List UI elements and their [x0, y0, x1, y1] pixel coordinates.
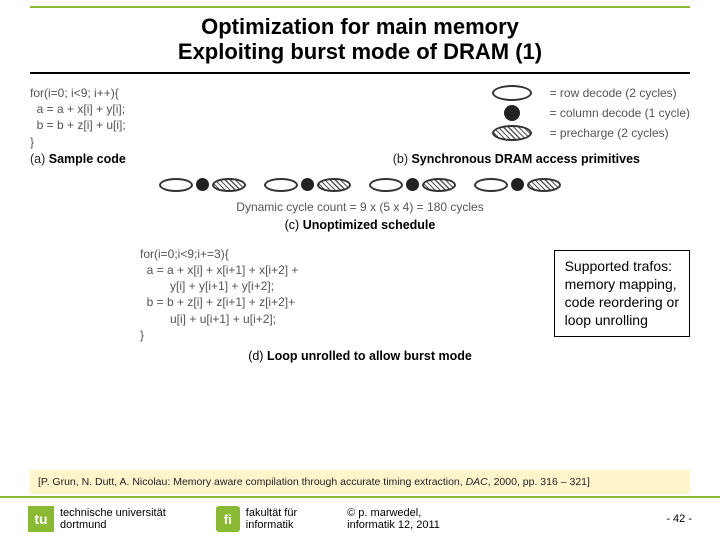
- caption-a-bold: Sample code: [49, 152, 126, 166]
- faculty-text: fakultät für informatik: [246, 507, 297, 531]
- citation-ital: DAC: [466, 476, 488, 488]
- legend-col-decode: = column decode (1 cycle): [484, 105, 690, 121]
- copy-line2: informatik 12, 2011: [347, 519, 440, 531]
- code-d: for(i=0;i<9;i+=3){ a = a + x[i] + x[i+1]…: [140, 246, 298, 343]
- tu-logo: tu technische universität dortmund: [28, 506, 166, 532]
- fi-mark-icon: fi: [216, 506, 240, 532]
- ellipse-empty-icon: [369, 178, 403, 192]
- ellipse-empty-icon: [159, 178, 193, 192]
- filled-dot-icon: [301, 178, 314, 191]
- content-area: for(i=0; i<9; i++){ a = a + x[i] + y[i];…: [30, 85, 690, 363]
- copy-line1: © p. marwedel,: [347, 507, 440, 519]
- ellipse-hatched-icon: [317, 178, 351, 192]
- copyright: © p. marwedel, informatik 12, 2011: [347, 507, 440, 531]
- caption-b: (b) Synchronous DRAM access primitives: [393, 152, 640, 166]
- captions-ab: (a) Sample code (b) Synchronous DRAM acc…: [30, 152, 690, 166]
- trafos-line1: Supported trafos:: [565, 257, 679, 275]
- legend-row-decode: = row decode (2 cycles): [484, 85, 690, 101]
- uni-line1: technische universität: [60, 507, 166, 519]
- sequence: [369, 178, 456, 192]
- ellipse-empty-icon: [474, 178, 508, 192]
- schedule-c: [30, 178, 690, 192]
- citation-post: , 2000, pp. 316 – 321]: [488, 476, 590, 488]
- caption-c: (c) Unoptimized schedule: [30, 218, 690, 232]
- legend-label: = precharge (2 cycles): [550, 126, 669, 140]
- trafos-line2: memory mapping,: [565, 275, 679, 293]
- legend-precharge: = precharge (2 cycles): [484, 125, 690, 141]
- page-number: - 42 -: [666, 513, 692, 525]
- slide-title: Optimization for main memory Exploiting …: [0, 0, 720, 65]
- cycle-count: Dynamic cycle count = 9 x (5 x 4) = 180 …: [30, 200, 690, 214]
- citation-pre: [P. Grun, N. Dutt, A. Nicolau: Memory aw…: [38, 476, 466, 488]
- legend-b: = row decode (2 cycles) = column decode …: [484, 85, 690, 141]
- caption-b-prefix: (b): [393, 152, 412, 166]
- title-line2: Exploiting burst mode of DRAM (1): [0, 39, 720, 64]
- trafos-line3: code reordering or: [565, 293, 679, 311]
- caption-b-bold: Synchronous DRAM access primitives: [411, 152, 640, 166]
- ellipse-empty-icon: [264, 178, 298, 192]
- caption-c-bold: Unoptimized schedule: [303, 218, 436, 232]
- legend-label: = column decode (1 cycle): [550, 106, 690, 120]
- filled-dot-icon: [511, 178, 524, 191]
- caption-a-prefix: (a): [30, 152, 49, 166]
- ellipse-hatched-icon: [527, 178, 561, 192]
- filled-dot-icon: [196, 178, 209, 191]
- trafos-box: Supported trafos: memory mapping, code r…: [554, 250, 690, 337]
- legend-label: = row decode (2 cycles): [550, 86, 677, 100]
- code-a: for(i=0; i<9; i++){ a = a + x[i] + y[i];…: [30, 85, 126, 150]
- caption-d: (d) Loop unrolled to allow burst mode: [30, 349, 690, 363]
- caption-d-bold: Loop unrolled to allow burst mode: [267, 349, 472, 363]
- citation-bar: [P. Grun, N. Dutt, A. Nicolau: Memory aw…: [30, 470, 690, 494]
- ellipse-hatched-icon: [422, 178, 456, 192]
- uni-line2: dortmund: [60, 519, 166, 531]
- row-d: for(i=0;i<9;i+=3){ a = a + x[i] + x[i+1]…: [30, 246, 690, 343]
- ellipse-empty-icon: [492, 85, 532, 101]
- fak-line1: fakultät für: [246, 507, 297, 519]
- fi-logo: fi fakultät für informatik: [216, 506, 297, 532]
- title-rule: [30, 72, 690, 74]
- footer: tu technische universität dortmund fi fa…: [0, 496, 720, 540]
- caption-c-prefix: (c): [285, 218, 303, 232]
- fak-line2: informatik: [246, 519, 297, 531]
- ellipse-hatched-icon: [492, 125, 532, 141]
- filled-dot-icon: [504, 105, 520, 121]
- sequence: [474, 178, 561, 192]
- row-ab: for(i=0; i<9; i++){ a = a + x[i] + y[i];…: [30, 85, 690, 150]
- title-line1: Optimization for main memory: [0, 14, 720, 39]
- sequence: [264, 178, 351, 192]
- university-text: technische universität dortmund: [60, 507, 166, 531]
- caption-a: (a) Sample code: [30, 152, 126, 166]
- tu-mark-icon: tu: [28, 506, 54, 532]
- caption-d-prefix: (d): [248, 349, 267, 363]
- filled-dot-icon: [406, 178, 419, 191]
- ellipse-hatched-icon: [212, 178, 246, 192]
- sequence: [159, 178, 246, 192]
- top-rule: [30, 6, 690, 8]
- trafos-line4: loop unrolling: [565, 311, 679, 329]
